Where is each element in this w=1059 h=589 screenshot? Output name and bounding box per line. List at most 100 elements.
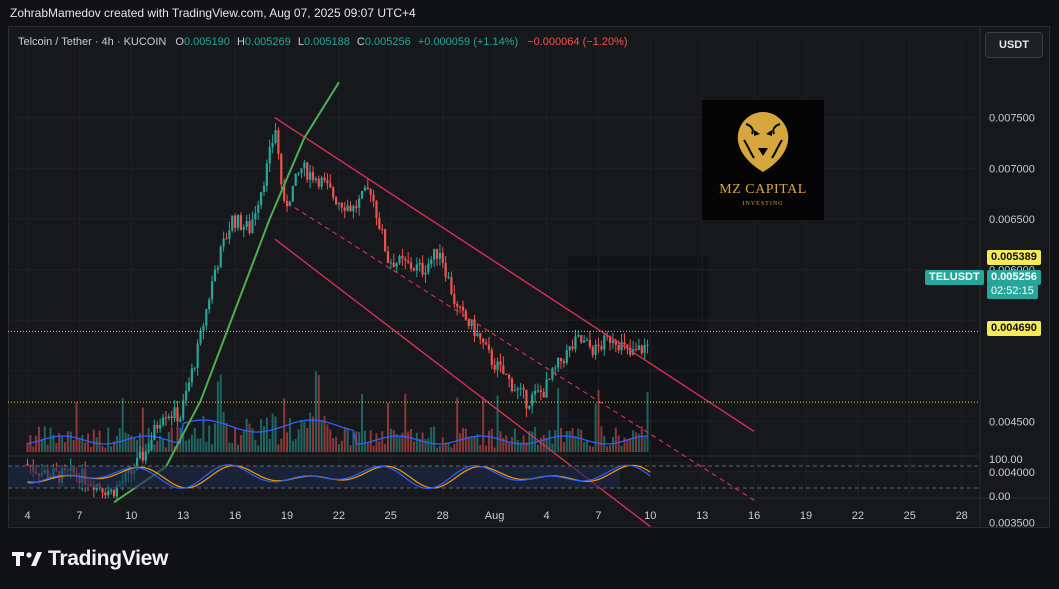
symbol-label[interactable]: Telcoin / Tether · 4h · KUCOIN	[18, 36, 167, 48]
volume-bar	[110, 446, 113, 452]
candle-body	[205, 309, 208, 326]
volume-bar	[153, 444, 156, 452]
candle-body	[484, 342, 488, 345]
candle-body	[280, 153, 283, 185]
candle-body	[412, 268, 416, 271]
candle-body	[588, 339, 591, 347]
candles	[26, 122, 649, 500]
volume-bar	[205, 441, 208, 452]
candle-body	[603, 335, 606, 350]
high-label: H	[236, 36, 245, 48]
candle-body	[306, 162, 309, 180]
candle-body	[360, 190, 364, 199]
candle-body	[617, 344, 620, 351]
volume-bar	[502, 437, 505, 452]
volume-bar	[113, 441, 116, 452]
candle-body	[401, 255, 404, 259]
candle-body	[294, 173, 297, 186]
candle-body	[156, 424, 159, 429]
volume-bar	[479, 444, 482, 452]
volume-bar	[26, 442, 29, 452]
volume-bar	[274, 416, 277, 452]
candle-body	[456, 303, 459, 307]
candle-body	[510, 378, 514, 392]
volume-bar	[306, 427, 309, 452]
volume-bar	[415, 432, 418, 452]
candle-body	[185, 390, 188, 401]
oscillator-tick-label: 100.00	[989, 454, 1023, 466]
candle-body	[254, 213, 257, 220]
tradingview-brand[interactable]: TradingView	[12, 546, 168, 572]
candle-body	[268, 147, 271, 164]
candle-body	[453, 293, 456, 304]
volume-bar	[84, 442, 87, 452]
volume-bar	[147, 428, 150, 452]
currency-button[interactable]: USDT	[985, 32, 1043, 58]
candle-body	[332, 187, 335, 198]
volume-bar	[193, 427, 196, 452]
candle-body	[245, 221, 248, 228]
oscillator-band	[8, 466, 620, 488]
y-tick-label: 0.007000	[989, 163, 1035, 175]
candle-body	[562, 361, 566, 363]
volume-bar	[562, 442, 565, 452]
volume-bar	[46, 444, 49, 452]
volume-bar	[539, 437, 542, 452]
volume-bar	[421, 432, 424, 452]
volume-bar	[208, 425, 211, 452]
price-chart[interactable]: 0.0075000.0070000.0065000.0060000.004500…	[8, 26, 1050, 528]
ohlc-legend: Telcoin / Tether · 4h · KUCOIN O0.005190…	[18, 36, 628, 48]
candle-body	[461, 306, 465, 311]
volume-bar	[124, 432, 127, 452]
volume-bar	[283, 398, 286, 452]
candle-body	[594, 344, 597, 356]
candle-body	[366, 187, 369, 190]
candle-body	[539, 390, 542, 392]
volume-bar	[389, 428, 392, 452]
volume-bar	[300, 420, 303, 452]
logo-subtitle: INVESTING	[742, 201, 784, 207]
candle-body	[228, 230, 231, 239]
candle-body	[634, 349, 638, 351]
volume-bar	[444, 442, 447, 452]
volume-bar	[260, 419, 263, 452]
candle-body	[196, 343, 199, 368]
volume-bar	[32, 446, 35, 452]
candle-body	[187, 382, 191, 391]
volume-bar	[52, 434, 55, 452]
candle-body	[551, 368, 554, 380]
candle-body	[303, 162, 306, 169]
low-label: L	[297, 36, 304, 48]
volume-bar	[542, 435, 545, 452]
volume-bar	[81, 435, 84, 452]
candle-body	[138, 452, 142, 459]
candle-body	[167, 416, 170, 419]
volume-bar	[571, 428, 574, 452]
volume-bar	[237, 444, 240, 452]
volume-bar	[239, 435, 242, 452]
volume-bar	[222, 411, 225, 452]
change-value-secondary: −0.000064 (−1.20%)	[527, 36, 628, 48]
volume-bar	[61, 437, 64, 452]
candle-body	[369, 189, 372, 195]
volume-bar	[335, 437, 338, 452]
candle-body	[242, 227, 245, 230]
volume-bar	[583, 442, 586, 452]
channel-upper-line[interactable]	[274, 117, 755, 432]
volume-bar	[280, 438, 283, 452]
volume-bar	[531, 431, 534, 452]
volume-bar	[632, 430, 635, 452]
candle-body	[251, 219, 254, 233]
volume-bar	[323, 415, 326, 452]
volume-bar	[136, 439, 139, 452]
candle-body	[415, 264, 418, 271]
candle-body	[531, 394, 534, 406]
channel-mid-line[interactable]	[286, 202, 755, 501]
candle-body	[216, 267, 219, 270]
y-tick-label: 0.003500	[989, 518, 1035, 529]
candle-body	[317, 178, 320, 187]
volume-bar	[461, 427, 464, 452]
candle-body	[554, 367, 557, 369]
candle-body	[623, 342, 626, 345]
candle-body	[441, 252, 444, 264]
